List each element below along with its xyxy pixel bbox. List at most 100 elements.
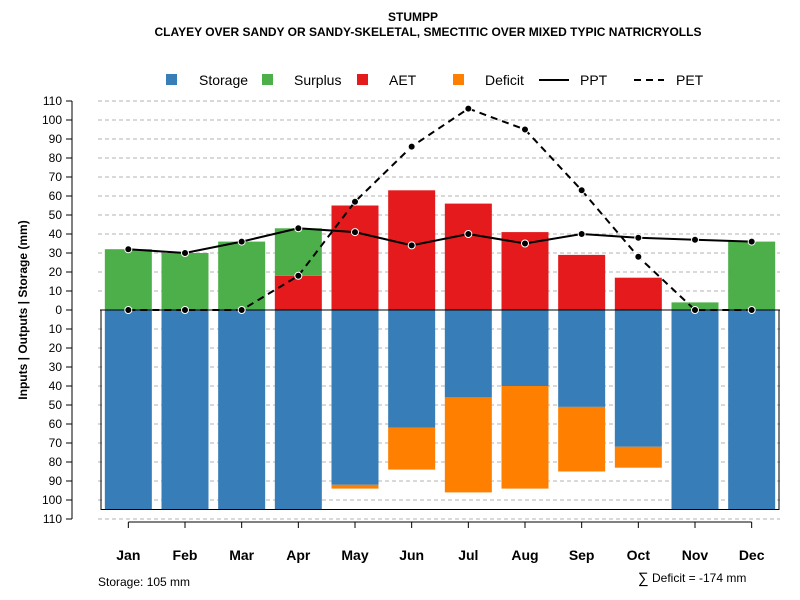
deficit-footer: Deficit = -174 mm bbox=[652, 571, 746, 585]
legend-label-ppt: PPT bbox=[580, 72, 608, 88]
legend-label-storage: Storage bbox=[199, 72, 248, 88]
ppt-line-point bbox=[181, 249, 189, 257]
bar-storage bbox=[728, 310, 776, 510]
pet-line-point bbox=[634, 252, 643, 261]
x-tick-label-dec: Dec bbox=[739, 547, 765, 563]
y-tick-label: 90 bbox=[49, 132, 63, 146]
x-tick-label-jul: Jul bbox=[458, 547, 478, 563]
y-tick-label: 110 bbox=[43, 94, 62, 108]
x-tick-label-jun: Jun bbox=[399, 547, 424, 563]
bar-aet bbox=[388, 190, 436, 310]
pet-line-point bbox=[181, 306, 189, 314]
y-tick-label: 90 bbox=[49, 474, 63, 488]
ppt-line-point bbox=[124, 245, 133, 254]
ppt-line-point bbox=[747, 237, 756, 246]
bar-storage bbox=[558, 310, 606, 407]
y-tick-label: 30 bbox=[49, 246, 63, 260]
bar-surplus bbox=[728, 241, 776, 310]
y-tick-label: 30 bbox=[49, 360, 63, 374]
bar-deficit bbox=[331, 484, 379, 489]
bar-surplus bbox=[161, 253, 209, 310]
x-tick-label-sep: Sep bbox=[569, 547, 595, 563]
legend-swatch-deficit bbox=[453, 74, 464, 85]
bar-deficit bbox=[388, 427, 436, 470]
legend-swatch-aet bbox=[357, 74, 368, 85]
bars bbox=[100, 190, 780, 510]
bar-storage bbox=[671, 310, 719, 510]
bar-storage bbox=[614, 310, 662, 447]
y-tick-label: 100 bbox=[42, 113, 62, 127]
ppt-line-point bbox=[237, 237, 246, 246]
y-axis-label: Inputs | Outputs | Storage (mm) bbox=[16, 220, 30, 399]
bar-surplus bbox=[274, 228, 322, 276]
storage-footer: Storage: 105 mm bbox=[98, 575, 190, 589]
bar-deficit bbox=[444, 397, 492, 493]
bar-aet bbox=[274, 275, 322, 310]
x-tick-label-nov: Nov bbox=[682, 547, 709, 563]
lines bbox=[124, 104, 756, 314]
pet-line-point bbox=[691, 306, 699, 314]
bar-storage bbox=[104, 310, 152, 510]
bar-storage bbox=[331, 310, 379, 485]
x-tick-label-aug: Aug bbox=[511, 547, 538, 563]
ppt-line-point bbox=[634, 233, 643, 242]
pet-line bbox=[128, 107, 752, 311]
x-tick-label-oct: Oct bbox=[627, 547, 651, 563]
y-tick-label: 80 bbox=[49, 455, 63, 469]
pet-line-point bbox=[577, 186, 586, 195]
y-tick-label: 20 bbox=[49, 341, 63, 355]
legend-swatch-surplus bbox=[262, 74, 273, 85]
bar-storage bbox=[218, 310, 266, 510]
x-tick-label-jan: Jan bbox=[116, 547, 140, 563]
pet-line-point bbox=[464, 104, 473, 113]
bar-deficit bbox=[614, 446, 662, 468]
x-tick-label-may: May bbox=[341, 547, 368, 563]
y-tick-label: 100 bbox=[42, 493, 62, 507]
bar-storage bbox=[161, 310, 209, 510]
sum-symbol: ∑ bbox=[638, 570, 649, 587]
y-tick-label: 50 bbox=[49, 398, 63, 412]
pet-line-point bbox=[351, 197, 359, 206]
legend-swatch-storage bbox=[166, 74, 177, 85]
y-tick-label: 20 bbox=[49, 265, 63, 279]
bar-aet bbox=[331, 205, 379, 310]
pet-line-point bbox=[407, 142, 416, 151]
pet-line-point bbox=[294, 271, 303, 280]
y-tick-label: 70 bbox=[49, 436, 63, 450]
y-tick-label: 40 bbox=[49, 227, 63, 241]
bar-deficit bbox=[558, 406, 606, 472]
y-tick-label: 60 bbox=[49, 189, 63, 203]
legend-label-aet: AET bbox=[389, 72, 417, 88]
ppt-line-point bbox=[691, 235, 699, 244]
bar-storage bbox=[444, 310, 492, 398]
bar-storage bbox=[274, 310, 322, 510]
y-tick-label: 50 bbox=[49, 208, 63, 222]
bar-storage bbox=[388, 310, 436, 428]
legend-label-pet: PET bbox=[676, 72, 704, 88]
pet-line-point bbox=[124, 306, 133, 314]
legend: Storage Surplus AET Deficit PPT PET bbox=[166, 72, 704, 88]
chart-title: STUMPP bbox=[388, 10, 438, 24]
bar-aet bbox=[444, 203, 492, 310]
legend-label-surplus: Surplus bbox=[294, 72, 341, 88]
ppt-line-point bbox=[351, 228, 359, 237]
chart-subtitle: CLAYEY OVER SANDY OR SANDY-SKELETAL, SME… bbox=[155, 25, 702, 39]
y-tick-label: 110 bbox=[43, 512, 62, 526]
x-tick-label-feb: Feb bbox=[173, 547, 198, 563]
bar-surplus bbox=[104, 249, 152, 310]
axes: 1101009080706050403020100102030405060708… bbox=[42, 94, 765, 563]
bar-deficit bbox=[501, 386, 549, 489]
ppt-line-point bbox=[521, 239, 529, 248]
y-tick-label: 70 bbox=[49, 170, 63, 184]
x-tick-label-mar: Mar bbox=[229, 547, 254, 563]
bar-aet bbox=[614, 277, 662, 310]
pet-line-point bbox=[521, 125, 529, 134]
y-tick-label: 10 bbox=[49, 322, 63, 336]
y-tick-label: 40 bbox=[49, 379, 63, 393]
pet-line-point bbox=[747, 306, 756, 314]
legend-label-deficit: Deficit bbox=[485, 72, 524, 88]
y-tick-label: 80 bbox=[49, 151, 63, 165]
ppt-line-point bbox=[294, 224, 303, 233]
y-tick-label: 10 bbox=[49, 284, 63, 298]
